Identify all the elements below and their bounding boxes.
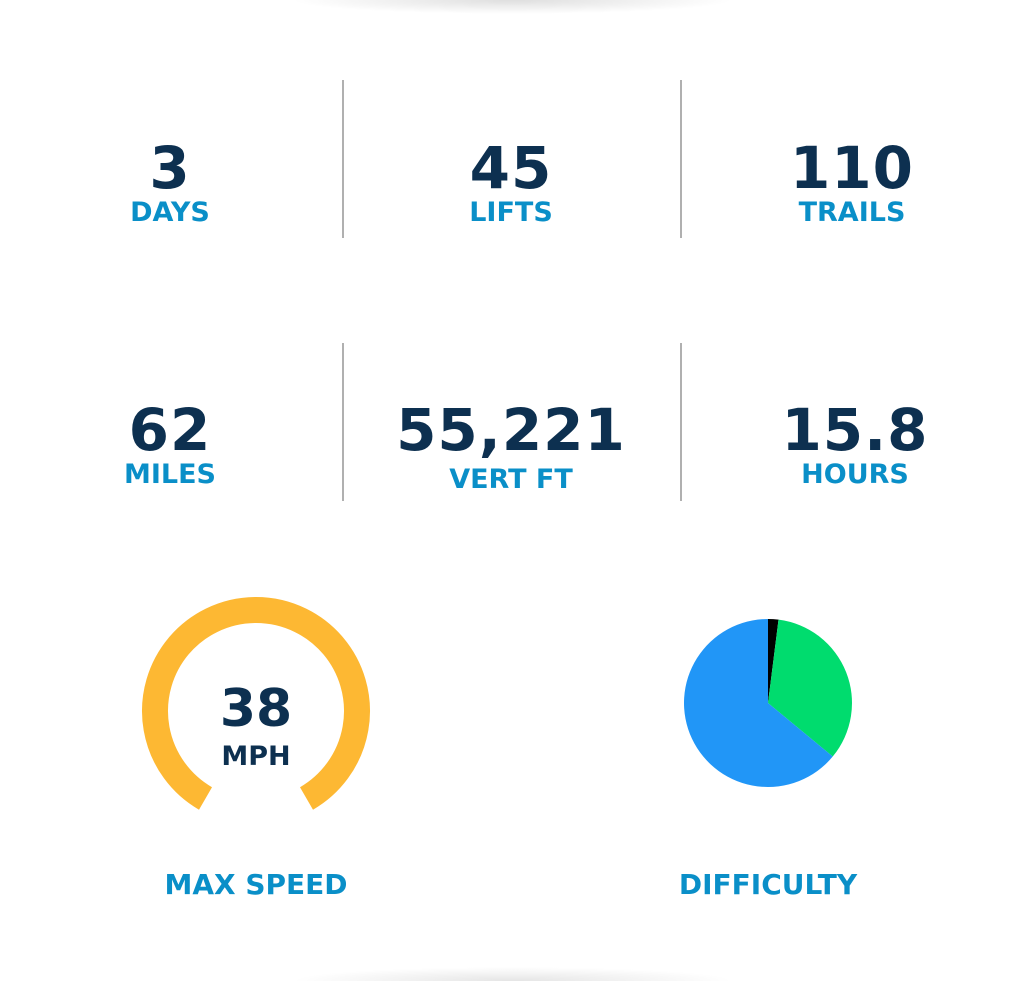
divider	[680, 80, 682, 238]
bottom-shadow	[290, 967, 735, 981]
stat-label: MILES	[123, 459, 216, 490]
divider	[680, 343, 682, 501]
stat-value: 3	[149, 134, 191, 202]
stat-lifts: 45 LIFTS	[361, 138, 661, 228]
difficulty-caption: DIFFICULTY	[678, 868, 858, 901]
stat-hours: 15.8 HOURS	[705, 400, 1005, 490]
stat-trails: 110 TRAILS	[702, 138, 1002, 228]
pie-slice	[684, 619, 833, 787]
stat-label: TRAILS	[798, 197, 906, 228]
stat-label: DAYS	[130, 197, 210, 228]
divider	[342, 343, 344, 501]
max-speed-value: 38	[219, 679, 293, 739]
stat-miles: 62 MILES	[20, 400, 320, 490]
stat-value: 55,221	[396, 396, 626, 464]
stat-label: HOURS	[801, 459, 909, 490]
stat-value: 110	[789, 134, 915, 202]
stat-label: LIFTS	[469, 197, 553, 228]
divider	[342, 80, 344, 238]
stat-days: 3 DAYS	[20, 138, 320, 228]
difficulty-pie	[684, 619, 852, 787]
pie-slice	[768, 619, 779, 703]
stat-vert-ft: 55,221 VERT FT	[361, 400, 661, 495]
stat-value: 15.8	[781, 396, 929, 464]
max-speed-unit: MPH	[221, 741, 291, 772]
stat-label: VERT FT	[449, 464, 573, 495]
pie-slice	[768, 619, 852, 757]
stat-value: 45	[469, 134, 553, 202]
max-speed-caption: MAX SPEED	[164, 868, 348, 901]
stat-value: 62	[128, 396, 212, 464]
speed-gauge-arc	[142, 597, 370, 810]
top-shadow	[290, 0, 735, 14]
